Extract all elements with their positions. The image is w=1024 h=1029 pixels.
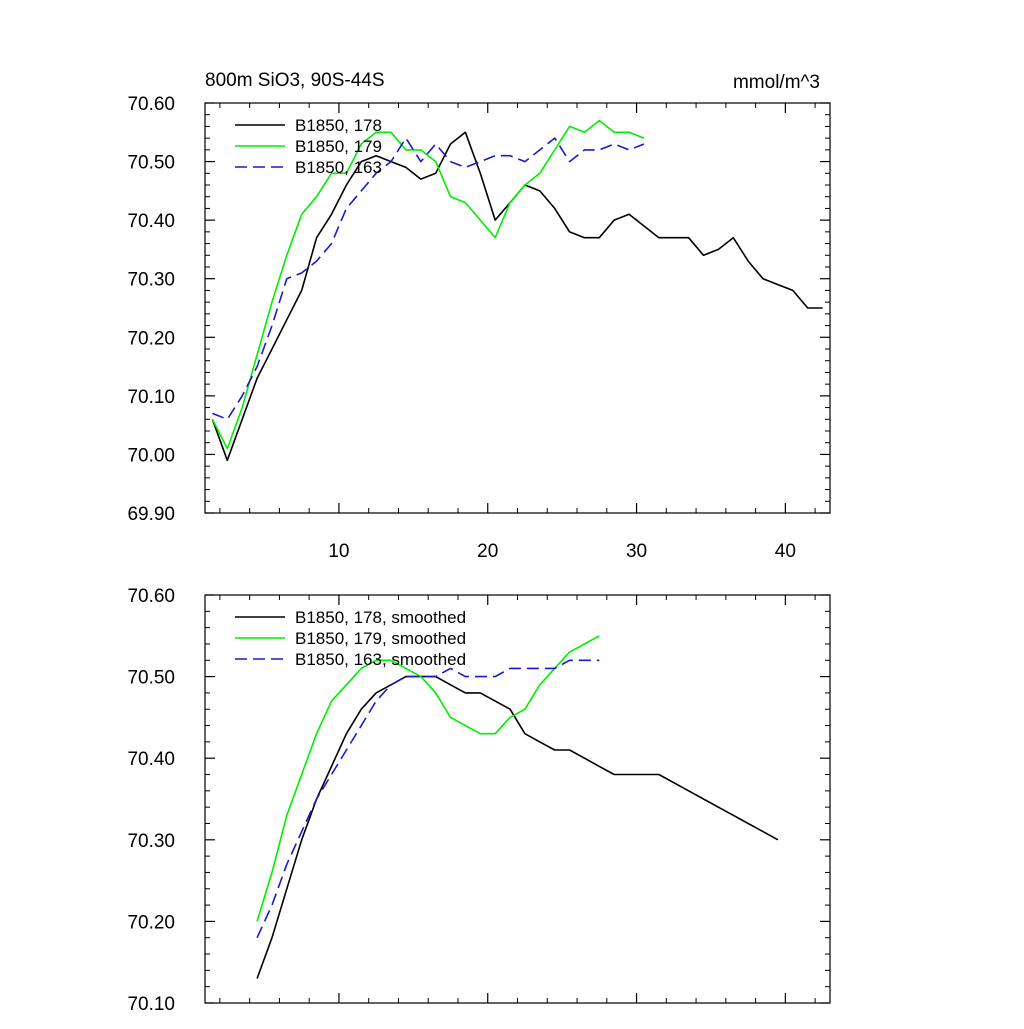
x-tick-label: 20 [477, 541, 498, 562]
y-tick-label: 70.60 [127, 586, 175, 607]
y-tick-label: 70.40 [127, 211, 175, 232]
legend-label: B1850, 179 [295, 137, 382, 156]
series-line-3 [212, 137, 645, 421]
units-label: mmol/m^3 [733, 72, 820, 93]
chart-title: 800m SiO3, 90S-44S [205, 70, 385, 91]
y-tick-label: 70.20 [127, 328, 175, 349]
y-tick-label: 70.30 [127, 831, 175, 852]
y-tick-label: 70.20 [127, 912, 175, 933]
x-tick-label: 10 [328, 541, 349, 562]
bottom-chart-panel: 70.10 70.20 70.30 70.40 70.50 70.60 B1850, 178… [127, 586, 831, 1015]
series-line-1 [211, 131, 823, 462]
y-tick-label: 70.40 [127, 749, 175, 770]
legend-label: B1850, 179, smoothed [295, 629, 466, 648]
x-tick-label: 30 [626, 541, 647, 562]
top-chart-panel: 10 20 30 40 69.90 70.00 70.10 70.20 70.30 70.40 70… [127, 70, 831, 562]
y-tick-label: 70.50 [127, 668, 175, 689]
series-line-1 [256, 675, 779, 979]
y-tick-label: 70.50 [127, 153, 175, 174]
y-tick-label: 70.60 [127, 94, 175, 115]
x-tick-label: 40 [775, 541, 796, 562]
legend-label: B1850, 163, smoothed [295, 650, 466, 669]
series-line-3 [256, 659, 600, 939]
legend-label: B1850, 178 [295, 116, 382, 135]
y-tick-label: 70.00 [127, 445, 175, 466]
series-line-2 [256, 635, 600, 922]
y-tick-label: 69.90 [127, 504, 175, 525]
y-tick-label: 70.10 [127, 387, 175, 408]
y-tick-label: 70.30 [127, 270, 175, 291]
y-tick-label: 70.10 [127, 994, 175, 1015]
series-line-2 [211, 119, 645, 450]
legend-label: B1850, 178, smoothed [295, 608, 466, 627]
legend-label: B1850, 163 [295, 158, 382, 177]
